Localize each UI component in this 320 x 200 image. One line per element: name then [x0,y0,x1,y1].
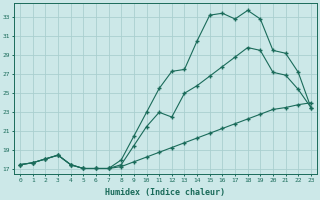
X-axis label: Humidex (Indice chaleur): Humidex (Indice chaleur) [106,188,226,197]
